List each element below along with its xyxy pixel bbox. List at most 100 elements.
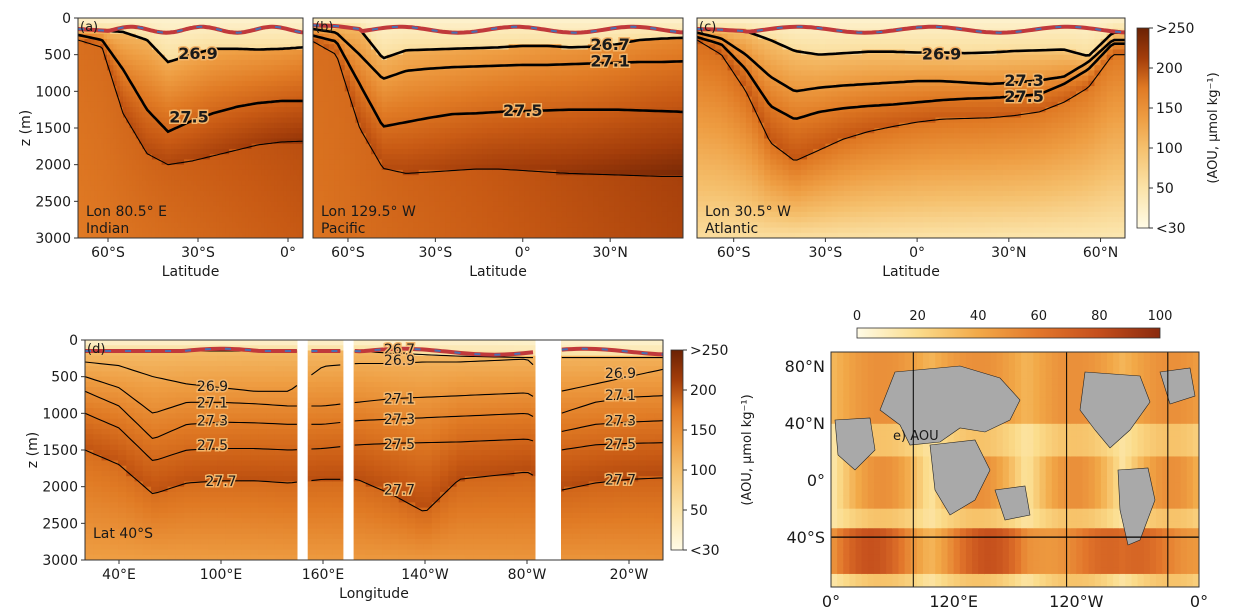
aou-cell (190, 185, 195, 192)
aou-cell (180, 80, 185, 87)
aou-cell (466, 185, 473, 192)
aou-cell (209, 44, 214, 51)
aou-cell (193, 148, 198, 155)
aou-cell (277, 128, 282, 134)
aou-cell (561, 128, 568, 134)
aou-cell (87, 112, 92, 119)
aou-cell (126, 164, 131, 171)
aou-cell (110, 159, 114, 166)
aou-cell (155, 190, 159, 197)
aou-cell (145, 54, 150, 61)
aou-cell (513, 217, 520, 223)
aou-cell (290, 101, 294, 108)
aou-cell (270, 185, 275, 192)
aou-cell (550, 196, 557, 202)
aou-cell (397, 128, 404, 134)
aou-cell (274, 54, 278, 61)
aou-cell (561, 133, 568, 140)
aou-cell (81, 96, 86, 103)
aou-cell (129, 169, 134, 176)
aou-cell (81, 222, 86, 229)
aou-cell (392, 143, 399, 150)
aou-cell (100, 107, 105, 113)
aou-cell (283, 33, 288, 40)
aou-cell (556, 211, 563, 218)
aou-cell (450, 59, 457, 66)
aou-cell (270, 164, 275, 171)
aou-cell (238, 117, 243, 124)
aou-cell (200, 185, 204, 192)
section-label: Lon 80.5° E (86, 204, 167, 220)
aou-cell (113, 185, 118, 192)
aou-cell (424, 128, 430, 134)
aou-cell (113, 227, 118, 234)
aou-cell (209, 169, 214, 176)
aou-cell (524, 75, 531, 82)
aou-cell (238, 185, 243, 192)
aou-cell (103, 59, 108, 66)
aou-cell (519, 201, 526, 208)
aou-cell (106, 33, 111, 40)
aou-cell (209, 175, 214, 181)
aou-cell (225, 38, 230, 45)
aou-cell (413, 44, 420, 51)
aou-cell (248, 232, 253, 238)
aou-cell (203, 128, 208, 134)
aou-cell (116, 185, 121, 192)
aou-cell (408, 122, 415, 129)
aou-cell (251, 91, 256, 98)
aou-cell (148, 185, 153, 192)
aou-cell (397, 217, 404, 223)
aou-cell (193, 180, 198, 187)
aou-cell (450, 96, 457, 103)
aou-cell (142, 33, 147, 40)
aou-cell (529, 217, 536, 223)
aou-cell (434, 23, 441, 30)
aou-cell (334, 96, 341, 103)
aou-cell (87, 232, 92, 238)
aou-cell (222, 44, 227, 51)
aou-cell (498, 138, 504, 145)
aou-cell (267, 33, 272, 40)
aou-cell (376, 211, 383, 218)
aou-cell (232, 112, 237, 119)
aou-cell (248, 227, 253, 234)
aou-cell (184, 33, 188, 40)
aou-cell (450, 190, 457, 197)
aou-cell (123, 86, 127, 92)
aou-cell (434, 96, 441, 103)
aou-cell (392, 18, 399, 24)
aou-cell (151, 169, 156, 176)
aou-cell (529, 96, 536, 103)
aou-cell (264, 112, 269, 119)
aou-cell (339, 101, 346, 108)
aou-cell (216, 86, 221, 92)
aou-cell (213, 206, 217, 213)
aou-cell (229, 138, 233, 145)
aou-cell (402, 164, 409, 171)
aou-cell (290, 232, 294, 238)
aou-cell (161, 107, 166, 113)
aou-cell (466, 232, 473, 238)
aou-cell (213, 133, 217, 140)
aou-cell (106, 18, 111, 24)
aou-cell (187, 65, 192, 71)
aou-cell (100, 201, 105, 208)
aou-cell (381, 70, 388, 77)
aou-cell (545, 86, 552, 92)
aou-cell (113, 232, 118, 238)
aou-cell (476, 159, 483, 166)
aou-cell (161, 190, 166, 197)
aou-cell (334, 211, 341, 218)
aou-cell (381, 164, 388, 171)
aou-cell (110, 133, 114, 140)
aou-cell (529, 232, 536, 238)
aou-cell (402, 148, 409, 155)
aou-cell (397, 112, 404, 119)
aou-cell (151, 185, 156, 192)
aou-cell (286, 148, 291, 155)
aou-cell (225, 23, 230, 30)
aou-cell (184, 196, 188, 202)
aou-cell (155, 70, 159, 77)
aou-cell (371, 75, 378, 82)
